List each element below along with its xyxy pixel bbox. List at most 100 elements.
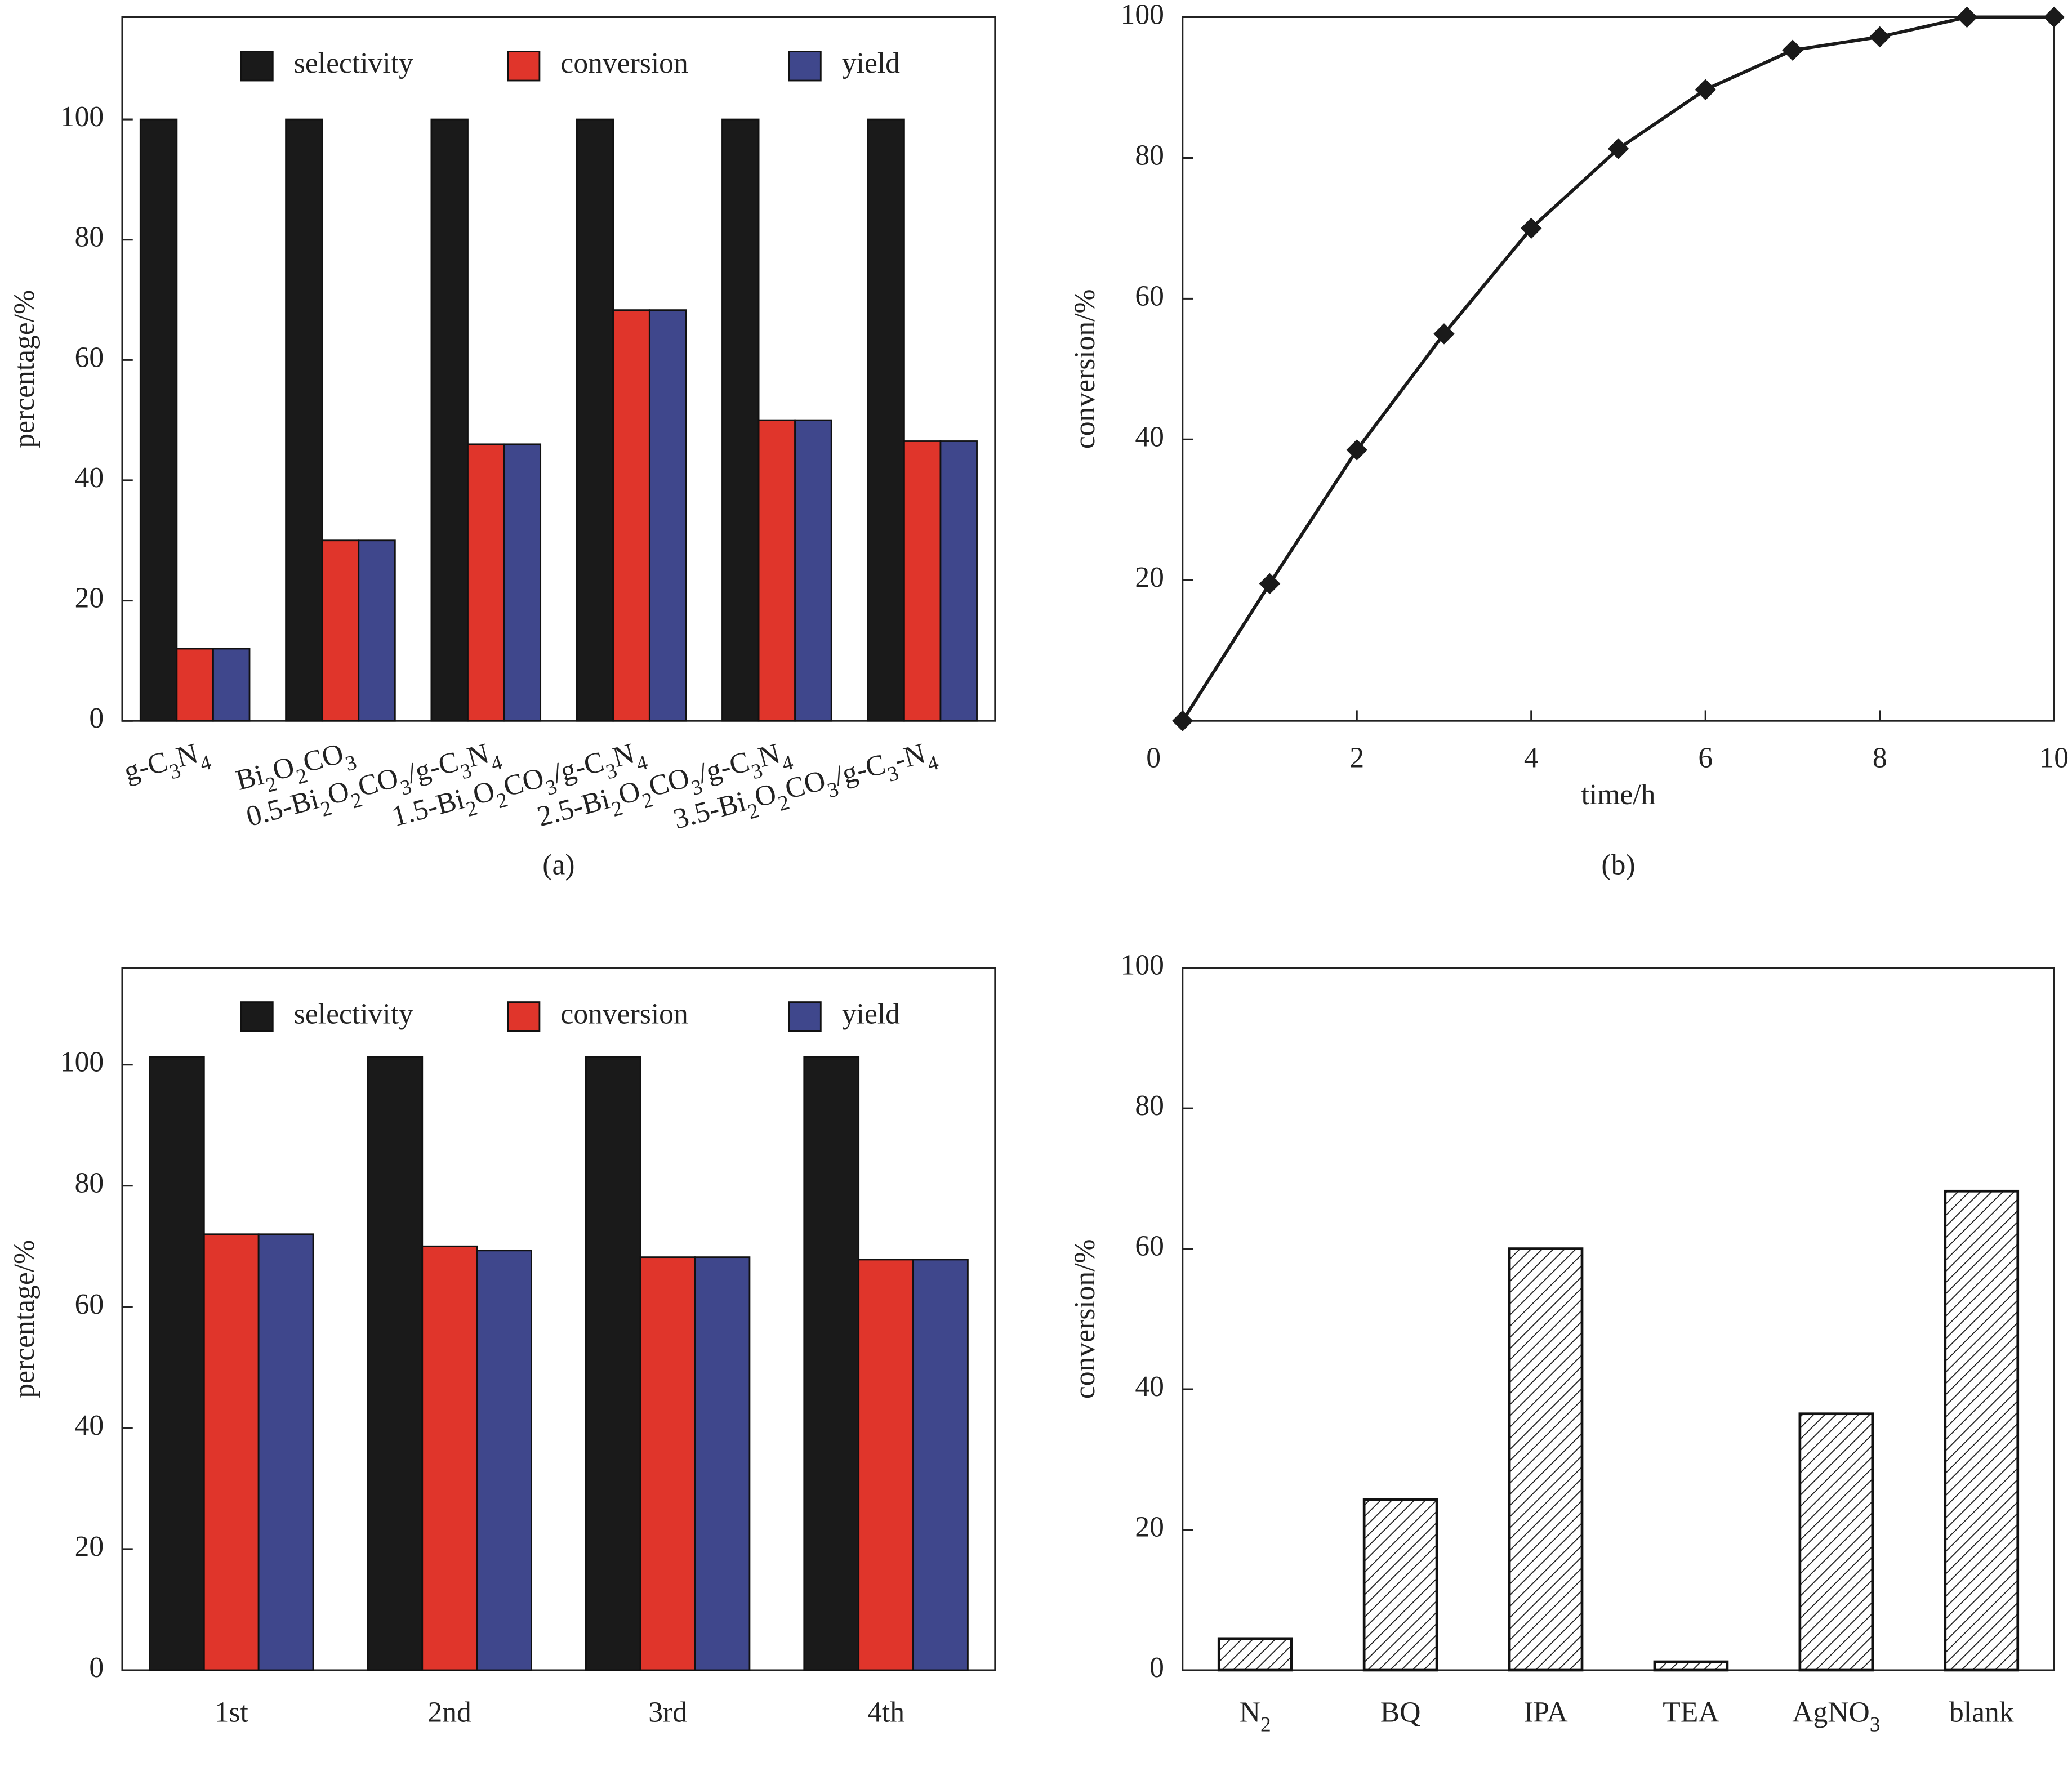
x-tick-label: 4: [1524, 742, 1539, 774]
legend-label: selectivity: [294, 998, 413, 1030]
x-tick-label: TEA: [1663, 1697, 1719, 1729]
y-tick-label: 0: [1149, 1652, 1164, 1684]
marker: [1346, 439, 1368, 461]
y-axis-label: conversion/%: [1069, 289, 1101, 449]
bar: [1362, 1498, 1438, 1672]
y-tick-label: 20: [75, 582, 104, 614]
y-tick-label: 40: [1135, 1371, 1164, 1403]
legend-swatch: [507, 51, 541, 82]
marker: [1259, 573, 1281, 595]
plot-frame: [1182, 967, 2055, 1671]
x-tick-label: blank: [1949, 1697, 2014, 1729]
bar: [176, 648, 214, 722]
bar: [1217, 1637, 1293, 1672]
y-tick-label: 20: [1135, 561, 1164, 594]
y-tick-label: 100: [60, 1046, 104, 1078]
bar: [612, 309, 650, 722]
y-tick-label: 0: [89, 702, 104, 734]
y-tick-label: 80: [1135, 1090, 1164, 1122]
x-tick-label: AgNO3: [1792, 1697, 1880, 1737]
x-tick-label: 6: [1698, 742, 1713, 774]
legend-swatch: [788, 1001, 822, 1032]
x-tick-label: IPA: [1523, 1697, 1567, 1729]
marker: [1607, 138, 1629, 159]
y-tick-label: 100: [1121, 949, 1164, 981]
y-tick-label: 40: [75, 1409, 104, 1442]
bar: [1508, 1247, 1584, 1672]
bar: [576, 118, 614, 722]
bar: [1653, 1660, 1729, 1672]
y-tick-label: 60: [75, 1288, 104, 1320]
x-tick-label: 0.5-Bi2O2CO3/g-C3N4: [243, 734, 505, 840]
x-tick-label: BQ: [1380, 1697, 1421, 1729]
bar: [1798, 1412, 1874, 1672]
bar: [257, 1233, 314, 1671]
y-tick-label: 60: [1135, 1230, 1164, 1262]
x-tick-label: 8: [1873, 742, 1887, 774]
bar: [858, 1259, 914, 1671]
caption: (a): [542, 849, 574, 881]
y-tick-label: 80: [1135, 139, 1164, 171]
marker: [1869, 26, 1891, 48]
x-tick-label: 2: [1349, 742, 1364, 774]
x-tick-label: N2: [1240, 1697, 1271, 1737]
bar: [721, 118, 760, 722]
y-tick-label: 40: [1135, 421, 1164, 453]
x-tick-label: 0: [1146, 742, 1161, 774]
caption: (b): [1601, 849, 1635, 881]
bar: [585, 1056, 641, 1671]
y-tick-label: 80: [75, 221, 104, 253]
y-tick-label: 20: [1135, 1511, 1164, 1543]
x-tick-label: 3.5-Bi2O2CO3/g-C3-N4: [670, 734, 942, 843]
y-axis-label: percentage/%: [8, 290, 41, 448]
bar: [321, 539, 360, 722]
plot-frame: [121, 16, 996, 722]
y-axis-label: percentage/%: [8, 1240, 41, 1398]
y-tick-label: 40: [75, 462, 104, 494]
x-tick-label: g-C3N4: [121, 734, 214, 795]
marker: [1782, 39, 1803, 61]
y-tick-label: 20: [75, 1531, 104, 1563]
bar: [149, 1056, 205, 1671]
marker: [1520, 217, 1542, 239]
x-tick-label: 1st: [215, 1697, 249, 1729]
marker: [1956, 6, 1978, 28]
legend-label: yield: [842, 998, 900, 1030]
bar: [212, 648, 251, 722]
bar: [503, 443, 542, 722]
bar: [1944, 1189, 2020, 1672]
legend-swatch: [507, 1001, 541, 1032]
bar: [358, 539, 396, 722]
bar: [639, 1256, 696, 1671]
bar: [757, 419, 796, 722]
bar: [648, 309, 687, 722]
bar: [867, 118, 905, 722]
bar: [803, 1056, 860, 1671]
x-tick-label: 2nd: [427, 1697, 471, 1729]
bar: [285, 118, 323, 722]
bar: [467, 443, 505, 722]
y-tick-label: 100: [60, 101, 104, 133]
legend-swatch: [240, 1001, 274, 1032]
marker: [1433, 323, 1455, 345]
bar: [903, 440, 942, 722]
legend-swatch: [240, 51, 274, 82]
y-tick-label: 80: [75, 1167, 104, 1199]
bar: [139, 118, 178, 722]
bar: [912, 1259, 969, 1671]
legend-label: conversion: [560, 998, 688, 1030]
plot-frame: [121, 967, 996, 1671]
plot-frame: [1182, 16, 2055, 722]
bar: [939, 440, 978, 722]
y-tick-label: 0: [89, 1652, 104, 1684]
line: [1181, 15, 2055, 722]
marker: [1695, 79, 1716, 100]
y-tick-label: 60: [1135, 280, 1164, 312]
x-tick-label: 3rd: [648, 1697, 687, 1729]
y-tick-label: 100: [1121, 0, 1164, 30]
bar: [421, 1245, 478, 1671]
legend-swatch: [788, 51, 822, 82]
x-axis-label: time/h: [1581, 779, 1656, 811]
x-tick-label: 4th: [867, 1697, 904, 1729]
